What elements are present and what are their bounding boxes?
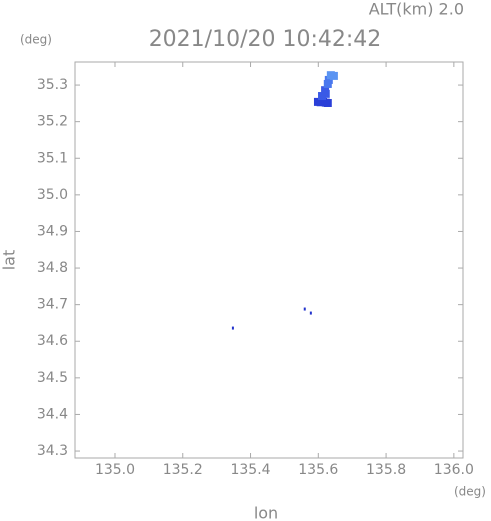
- x-tick-label: 136.0: [434, 462, 474, 478]
- y-tick-label: 34.5: [37, 370, 68, 386]
- y-tick-label: 34.7: [37, 297, 68, 313]
- y-tick-label: 34.6: [37, 333, 68, 349]
- y-unit: (deg): [20, 33, 52, 47]
- point: [231, 326, 234, 330]
- x-tick-label: 135.4: [230, 462, 270, 478]
- x-tick-label: 135.8: [366, 462, 406, 478]
- x-tick-label: 135.2: [163, 462, 203, 478]
- y-tick-label: 34.3: [37, 443, 68, 459]
- y-tick-label: 34.4: [37, 406, 68, 422]
- plot-frame: [74, 61, 464, 459]
- point: [329, 71, 338, 80]
- y-axis-label: lat: [0, 250, 19, 271]
- y-tick-label: 35.3: [37, 77, 68, 93]
- x-tick-label: 135.6: [298, 462, 338, 478]
- point: [303, 307, 306, 311]
- y-tick-label: 35.1: [37, 150, 68, 166]
- point: [324, 75, 333, 84]
- point: [323, 79, 332, 88]
- annotation: ALT(km) 2.0: [369, 0, 464, 19]
- y-tick-label: 35.0: [37, 187, 68, 203]
- x-tick-label: 135.0: [95, 462, 135, 478]
- x-axis-label: lon: [254, 504, 278, 521]
- x-unit: (deg): [454, 485, 486, 499]
- point: [323, 98, 332, 107]
- point: [309, 311, 312, 315]
- chart-title: 2021/10/20 10:42:42: [149, 27, 382, 52]
- y-tick-label: 34.9: [37, 223, 68, 239]
- point: [321, 89, 330, 98]
- y-tick-label: 34.8: [37, 260, 68, 276]
- y-tick-label: 35.2: [37, 114, 68, 130]
